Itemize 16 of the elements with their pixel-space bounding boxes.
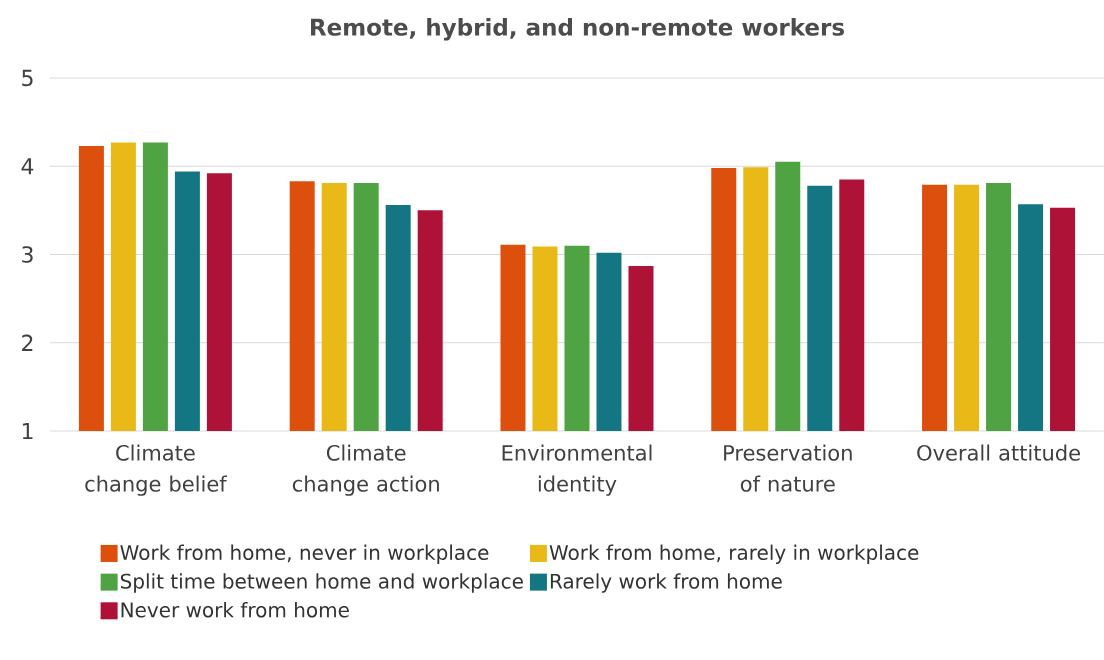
legend-label: Split time between home and workplace (120, 573, 523, 593)
x-tick-label: Preservation of nature (724, 444, 852, 492)
y-tick-label: 1 (22, 422, 33, 440)
y-tick-label: 5 (22, 69, 33, 87)
x-tick-label: Overall attitude (917, 444, 1080, 461)
y-tick-label: 2 (22, 334, 33, 351)
y-tick-label: 3 (22, 246, 33, 263)
x-tick-label: Climate change belief (85, 444, 228, 496)
chart-title: Remote, hybrid, and non-remote workers (311, 18, 844, 41)
y-tick-label: 4 (21, 158, 34, 175)
legend-label: Never work from home (121, 601, 349, 618)
legend-label: Rarely work from home (550, 573, 782, 593)
x-tick-label: Climate change action (292, 444, 439, 496)
x-tick-label: Environmental identity (502, 444, 652, 496)
legend-label: Work from home, never in workplace (120, 544, 489, 564)
legend-label: Work from home, rarely in workplace (549, 544, 919, 564)
